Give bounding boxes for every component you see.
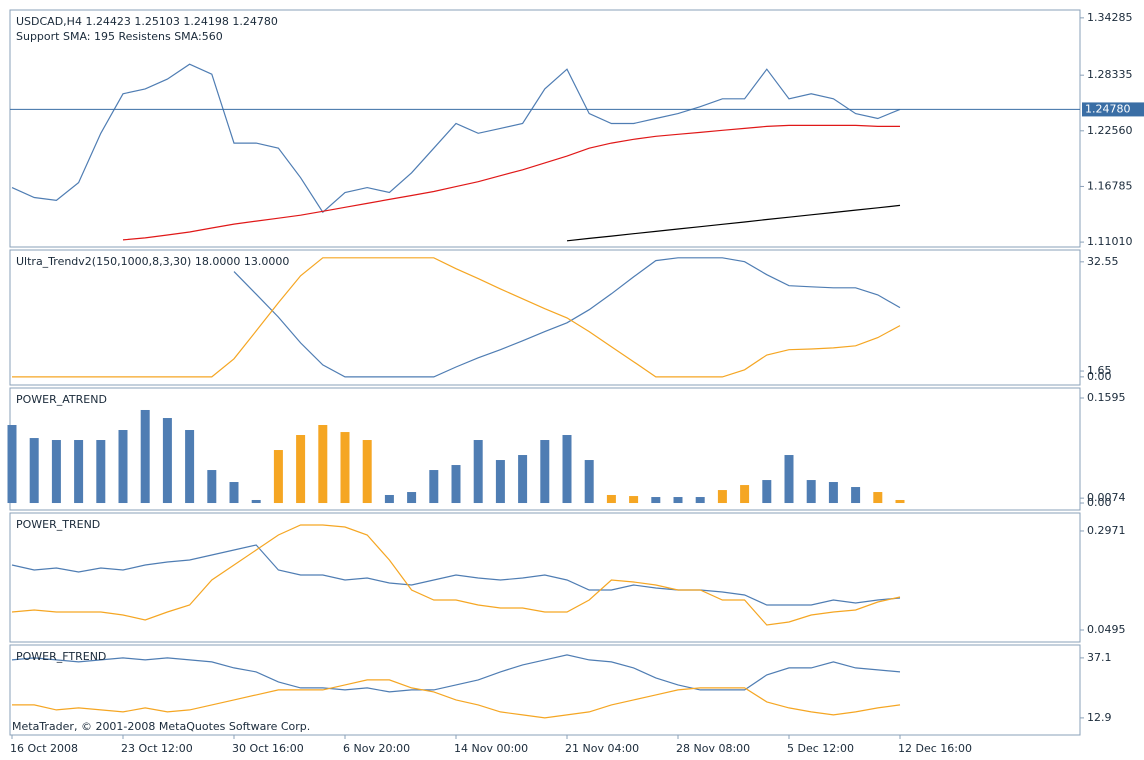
- histogram-bar: [695, 497, 705, 504]
- x-tick-label: 12 Dec 16:00: [898, 742, 972, 755]
- histogram-bar: [207, 470, 217, 504]
- series-line: [11, 544, 901, 606]
- pane-border: [9, 249, 1081, 386]
- y-tick-label: 37.1: [1087, 651, 1112, 664]
- y-tick-label: 0.1595: [1087, 391, 1126, 404]
- y-tick-label: 0.00: [1087, 370, 1112, 383]
- histogram-bar: [362, 440, 372, 504]
- pane-title: POWER_FTREND: [16, 650, 106, 663]
- y-tick-label: 0.2971: [1087, 524, 1126, 537]
- series-line: [12, 679, 901, 719]
- histogram-bar: [51, 440, 61, 504]
- histogram-bar: [851, 487, 861, 504]
- series-line: [11, 63, 901, 214]
- histogram-bar: [96, 440, 106, 504]
- histogram-bar: [140, 409, 150, 504]
- pane-border: [9, 644, 1081, 736]
- histogram-bar: [828, 482, 838, 504]
- x-tick-label: 14 Nov 00:00: [454, 742, 528, 755]
- histogram-bar: [784, 455, 794, 504]
- series-line: [11, 524, 901, 626]
- histogram-bar: [673, 497, 683, 504]
- histogram-bar: [540, 440, 550, 504]
- y-tick-label: 1.65: [1087, 364, 1112, 377]
- pane-title: Ultra_Trendv2(150,1000,8,3,30) 18.0000 1…: [16, 255, 289, 268]
- x-tick-label: 28 Nov 08:00: [676, 742, 750, 755]
- current-price-label: 1.24780: [1085, 102, 1131, 115]
- y-tick-label: 32.55: [1087, 255, 1119, 268]
- x-tick-label: 23 Oct 12:00: [121, 742, 193, 755]
- histogram-bar: [717, 490, 727, 504]
- y-tick-label: 1.22560: [1087, 124, 1133, 137]
- x-tick-label: 21 Nov 04:00: [565, 742, 639, 755]
- series-line: [122, 124, 900, 241]
- histogram-bar: [740, 485, 750, 504]
- y-tick-label: 1.34285: [1087, 11, 1133, 24]
- histogram-bar: [762, 480, 772, 504]
- histogram-bar: [429, 470, 439, 504]
- histogram-bar: [340, 432, 350, 504]
- series-line: [12, 257, 901, 378]
- histogram-bar: [451, 465, 461, 504]
- x-tick-label: 16 Oct 2008: [10, 742, 78, 755]
- footer-watermark: MetaTrader, © 2001-2008 MetaQuotes Softw…: [12, 720, 310, 733]
- x-tick-label: 30 Oct 16:00: [232, 742, 304, 755]
- histogram-bar: [273, 450, 283, 504]
- histogram-bar: [318, 425, 328, 504]
- histogram-bar: [629, 496, 639, 504]
- series-line: [11, 654, 901, 693]
- histogram-bar: [606, 494, 616, 504]
- histogram-bar: [29, 438, 39, 504]
- pane-title: POWER_ATREND: [16, 393, 107, 406]
- histogram-bar: [651, 497, 661, 504]
- histogram-bar: [873, 492, 883, 504]
- y-tick-label: 0.0495: [1087, 623, 1126, 636]
- pane-border: [9, 512, 1081, 643]
- histogram-bar: [74, 440, 84, 504]
- histogram-bar: [251, 499, 261, 504]
- y-tick-label: 1.16785: [1087, 179, 1133, 192]
- y-tick-label: 0.00: [1087, 496, 1112, 509]
- histogram-bar: [229, 482, 239, 504]
- histogram-bar: [7, 425, 17, 504]
- histogram-bar: [562, 435, 572, 504]
- histogram-bar: [185, 430, 195, 504]
- y-tick-label: 1.11010: [1087, 235, 1133, 248]
- pane-border: [9, 9, 1081, 248]
- histogram-bar: [895, 499, 905, 504]
- pane-title: POWER_TREND: [16, 518, 100, 531]
- y-tick-label: 1.28335: [1087, 68, 1133, 81]
- histogram-bar: [407, 492, 417, 504]
- histogram-bar: [584, 460, 594, 504]
- y-tick-label: 0.0074: [1087, 491, 1126, 504]
- series-line: [566, 204, 901, 242]
- histogram-bar: [473, 440, 483, 504]
- histogram-bar: [495, 460, 505, 504]
- histogram-bar: [384, 494, 394, 504]
- current-price-box: [1082, 102, 1144, 117]
- pane-title: USDCAD,H4 1.24423 1.25103 1.24198 1.2478…: [16, 15, 278, 28]
- histogram-bar: [296, 435, 306, 504]
- series-line: [233, 257, 901, 378]
- histogram-bar: [118, 430, 128, 504]
- histogram-bar: [518, 455, 528, 504]
- histogram-bar: [162, 418, 172, 504]
- y-tick-label: 12.9: [1087, 711, 1112, 724]
- x-tick-label: 5 Dec 12:00: [787, 742, 854, 755]
- x-tick-label: 6 Nov 20:00: [343, 742, 410, 755]
- pane-subtitle: Support SMA: 195 Resistens SMA:560: [16, 30, 223, 43]
- histogram-bar: [806, 480, 816, 504]
